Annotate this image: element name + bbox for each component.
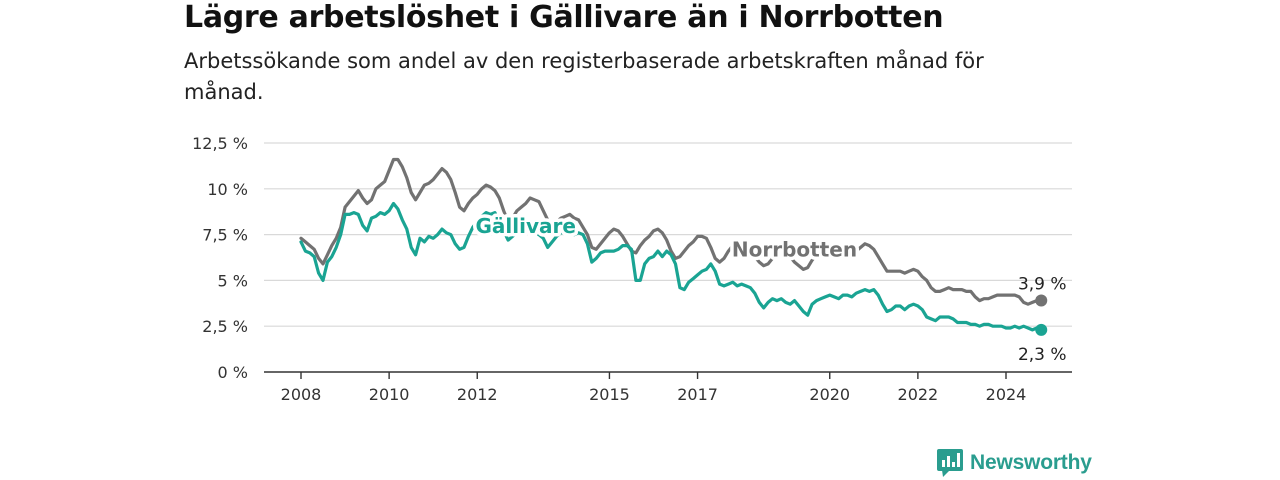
y-tick-label: 10 % xyxy=(207,180,248,199)
bar-chart-speech-bubble-icon xyxy=(937,449,963,477)
y-tick-label: 12,5 % xyxy=(192,134,248,153)
y-tick-label: 5 % xyxy=(218,271,248,290)
series-label-gällivare: Gällivare xyxy=(475,214,575,238)
brand-name: Newsworthy xyxy=(970,451,1092,474)
end-point-gällivare xyxy=(1035,323,1048,336)
y-tick-label: 2,5 % xyxy=(202,317,248,336)
chart-subtitle: Arbetssökande som andel av den registerb… xyxy=(184,49,984,104)
chart-title: Lägre arbetslöshet i Gällivare än i Norr… xyxy=(184,0,944,35)
x-tick-label: 2020 xyxy=(809,385,850,404)
x-tick-label: 2024 xyxy=(986,385,1027,404)
x-axis-tick-labels: 2008 2010 2012 2015 2017 2020 2022 2024 xyxy=(281,372,1027,404)
x-tick-label: 2012 xyxy=(457,385,498,404)
end-point-norrbotten xyxy=(1035,294,1048,307)
series-line-gällivare xyxy=(299,201,1043,332)
series-labels: Gällivare Norrbotten xyxy=(472,210,861,265)
x-tick-label: 2008 xyxy=(281,385,322,404)
series-lines xyxy=(299,157,1043,332)
gridlines xyxy=(264,142,1072,373)
x-tick-label: 2010 xyxy=(369,385,410,404)
series-line-norrbotten xyxy=(299,157,1043,306)
x-tick-label: 2022 xyxy=(898,385,939,404)
y-axis-tick-labels: 0 % 2,5 % 5 % 7,5 % 10 % 12,5 % xyxy=(192,134,248,382)
x-tick-label: 2015 xyxy=(589,385,630,404)
newsworthy-logo: Newsworthy xyxy=(936,448,1092,478)
series-end-markers: 3,9 % 2,3 % xyxy=(1018,275,1067,365)
end-value-label: 2,3 % xyxy=(1018,345,1067,365)
y-tick-label: 0 % xyxy=(218,363,248,382)
end-value-label: 3,9 % xyxy=(1018,275,1067,295)
series-label-norrbotten: Norrbotten xyxy=(732,238,857,262)
x-tick-label: 2017 xyxy=(677,385,718,404)
y-tick-label: 7,5 % xyxy=(202,226,248,245)
